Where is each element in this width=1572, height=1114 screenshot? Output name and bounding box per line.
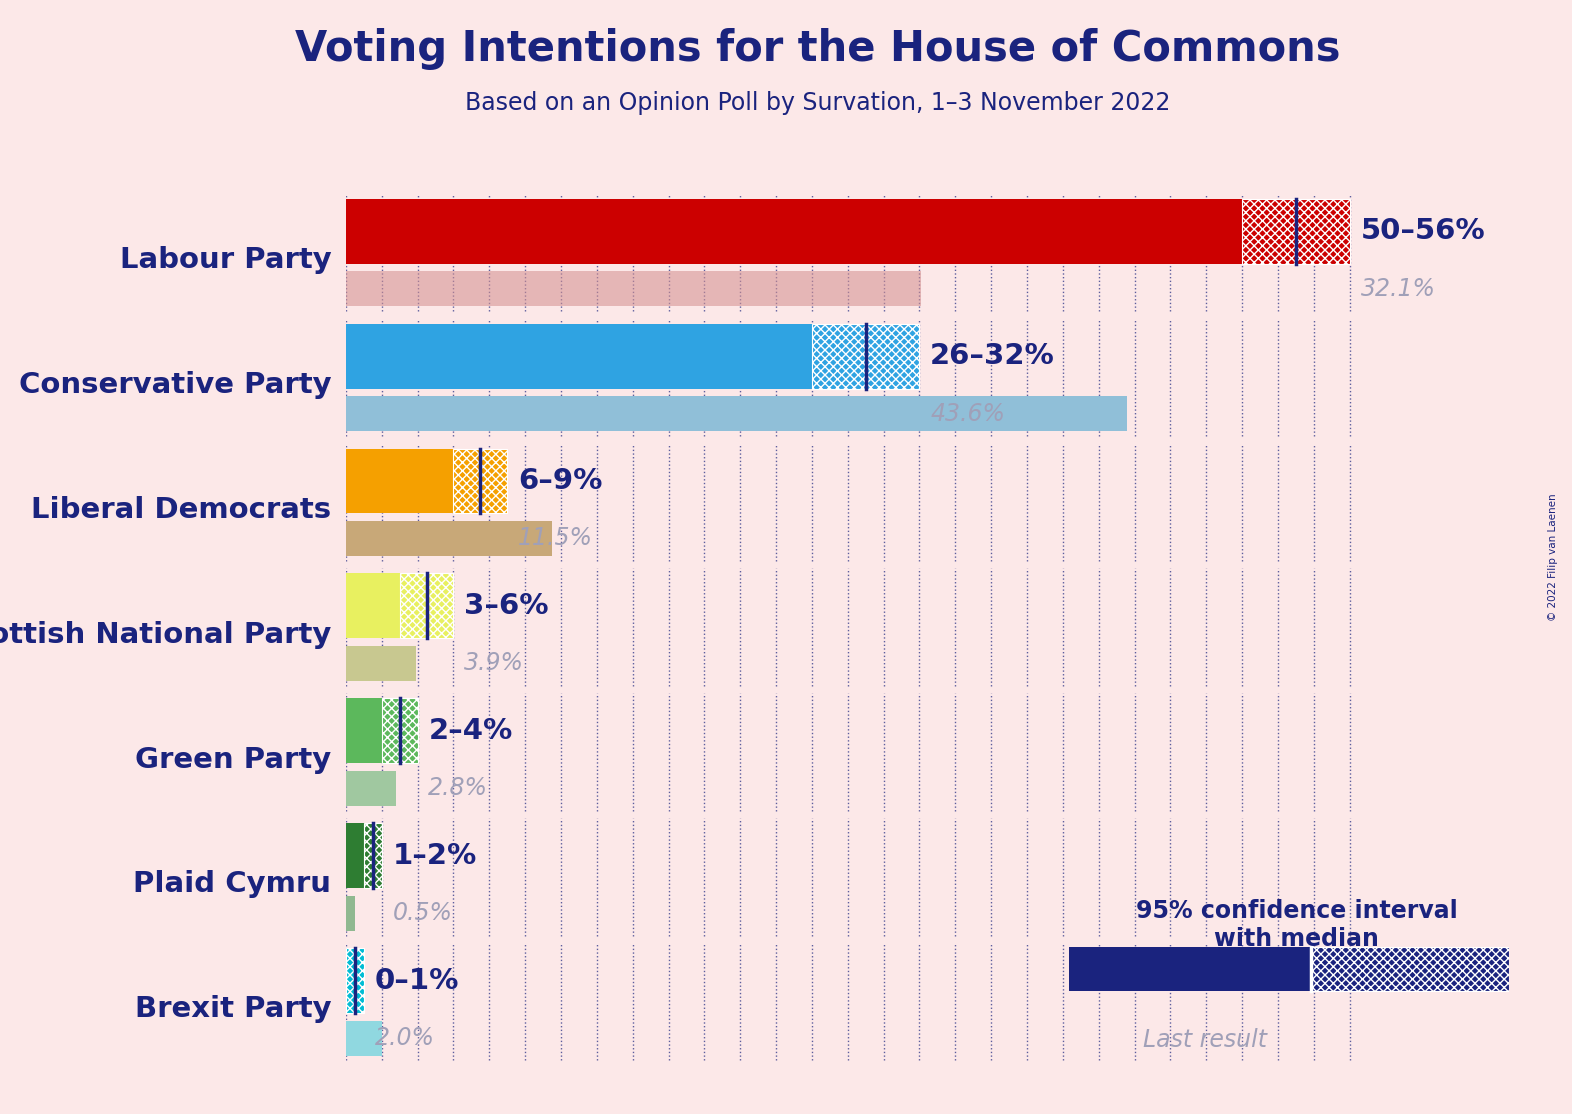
Bar: [399, 574, 453, 638]
Bar: [1242, 198, 1350, 264]
Text: 26–32%: 26–32%: [931, 342, 1055, 370]
Text: Based on an Opinion Poll by Survation, 1–3 November 2022: Based on an Opinion Poll by Survation, 1…: [465, 91, 1170, 116]
Bar: [382, 698, 418, 763]
Text: 2–4%: 2–4%: [428, 716, 512, 745]
Text: 2.0%: 2.0%: [374, 1026, 434, 1051]
Bar: [346, 646, 415, 681]
Bar: [399, 574, 453, 638]
Bar: [346, 324, 811, 389]
Bar: [453, 449, 508, 514]
Bar: [346, 1020, 382, 1055]
Text: 50–56%: 50–56%: [1360, 217, 1486, 245]
Bar: [1069, 947, 1311, 991]
Bar: [1242, 198, 1350, 264]
Text: 11.5%: 11.5%: [517, 527, 593, 550]
Text: Scottish National Party: Scottish National Party: [0, 620, 332, 648]
Bar: [346, 574, 399, 638]
Bar: [1311, 947, 1509, 991]
Bar: [346, 449, 453, 514]
Text: Voting Intentions for the House of Commons: Voting Intentions for the House of Commo…: [294, 28, 1341, 70]
Text: 95% confidence interval
with median: 95% confidence interval with median: [1137, 899, 1457, 950]
Bar: [346, 198, 1242, 264]
Text: 2.8%: 2.8%: [428, 776, 489, 800]
Text: 6–9%: 6–9%: [517, 467, 602, 495]
Bar: [346, 896, 355, 930]
Bar: [346, 771, 396, 805]
Text: Labour Party: Labour Party: [119, 246, 332, 274]
Bar: [346, 397, 1127, 431]
Bar: [346, 948, 363, 1013]
Bar: [382, 698, 418, 763]
Text: Conservative Party: Conservative Party: [19, 371, 332, 399]
Text: 0–1%: 0–1%: [374, 967, 459, 995]
Text: Plaid Cymru: Plaid Cymru: [134, 870, 332, 898]
Bar: [363, 823, 382, 888]
Text: 43.6%: 43.6%: [931, 401, 1005, 426]
Text: Last result: Last result: [1143, 1027, 1267, 1052]
Bar: [346, 521, 552, 556]
Bar: [346, 271, 921, 306]
Bar: [1311, 947, 1509, 991]
Text: Green Party: Green Party: [135, 745, 332, 773]
Bar: [346, 698, 382, 763]
Text: 32.1%: 32.1%: [1360, 276, 1435, 301]
Text: Brexit Party: Brexit Party: [135, 995, 332, 1024]
Text: © 2022 Filip van Laenen: © 2022 Filip van Laenen: [1548, 494, 1558, 620]
Text: 3.9%: 3.9%: [464, 652, 523, 675]
Text: 0.5%: 0.5%: [393, 901, 453, 925]
Text: 3–6%: 3–6%: [464, 592, 549, 619]
Bar: [363, 823, 382, 888]
Bar: [346, 948, 363, 1013]
Bar: [811, 324, 920, 389]
Bar: [453, 449, 508, 514]
Text: Liberal Democrats: Liberal Democrats: [31, 496, 332, 524]
Bar: [811, 324, 920, 389]
Bar: [346, 823, 363, 888]
Text: 1–2%: 1–2%: [393, 842, 476, 870]
